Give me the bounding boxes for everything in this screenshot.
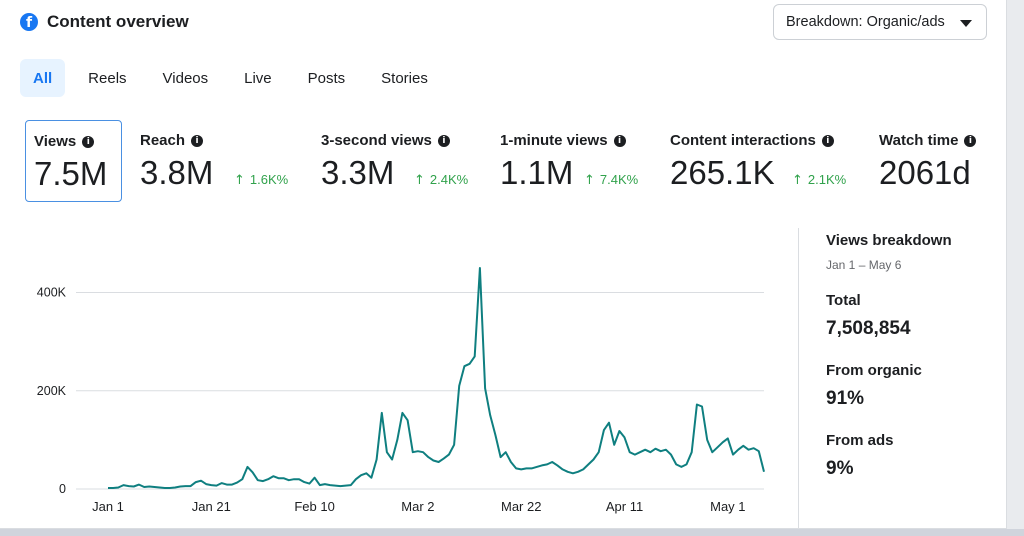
tab-videos[interactable]: Videos — [162, 69, 209, 87]
metric-value: 1.1M — [500, 154, 574, 191]
organic-value: 91% — [826, 388, 865, 409]
content-type-tabs: All Reels Videos Live Posts Stories — [20, 59, 451, 97]
breakdown-title: Views breakdown — [826, 232, 952, 249]
metric-watch-time[interactable]: Watch time i 2061d — [879, 120, 994, 202]
tab-all[interactable]: All — [20, 59, 66, 97]
x-tick-label: Mar 2 — [401, 499, 434, 514]
arrow-up-icon: ↑ — [584, 173, 595, 188]
info-icon[interactable]: i — [191, 134, 204, 147]
tab-posts[interactable]: Posts — [307, 69, 346, 87]
y-tick-label: 400K — [37, 286, 67, 300]
total-value: 7,508,854 — [826, 318, 911, 339]
y-tick-label: 200K — [37, 384, 67, 398]
metric-change: ↑ 2.4K% — [414, 172, 469, 188]
metric-content-interactions[interactable]: Content interactions i 265.1K ↑ 2.1K% — [670, 120, 865, 202]
metric-value: 265.1K — [670, 154, 775, 191]
ads-value: 9% — [826, 458, 854, 479]
metric-label: Views i — [34, 133, 95, 150]
breakdown-dropdown-label: Breakdown: Organic/ads — [786, 14, 945, 30]
metric-reach[interactable]: Reach i 3.8M ↑ 1.6K% — [140, 120, 310, 202]
window-bottom-edge — [0, 529, 1024, 536]
metric-3-second-views[interactable]: 3-second views i 3.3M ↑ 2.4K% — [321, 120, 491, 202]
total-label: Total — [826, 292, 861, 309]
metric-change: ↑ 7.4K% — [584, 172, 639, 188]
page-title: Content overview — [47, 12, 189, 31]
info-icon[interactable]: i — [82, 135, 95, 148]
arrow-up-icon: ↑ — [414, 173, 425, 188]
metric-views[interactable]: Views i 7.5M — [25, 120, 122, 202]
metric-value: 3.8M — [140, 154, 214, 191]
arrow-up-icon: ↑ — [792, 173, 803, 188]
metric-label: Content interactions i — [670, 132, 834, 149]
metric-label: 3-second views i — [321, 132, 450, 149]
card-header: f Content overview — [20, 12, 189, 32]
metric-change: ↑ 1.6K% — [234, 172, 289, 188]
metric-value: 7.5M — [34, 155, 108, 192]
views-line-chart: 0 200K 400K Jan 1 Jan 21 Feb 10 Mar 2 Mar 22 Ap… — [37, 267, 765, 514]
y-tick-label: 0 — [59, 482, 66, 496]
tab-reels[interactable]: Reels — [88, 69, 127, 87]
facebook-icon: f — [20, 13, 38, 31]
organic-label: From organic — [826, 362, 922, 379]
chart-gridlines — [76, 292, 764, 490]
content-overview-card: f Content overview Breakdown: Organic/ad… — [0, 0, 1007, 529]
metric-value: 3.3M — [321, 154, 395, 191]
metric-value: 2061d — [879, 154, 971, 191]
ads-label: From ads — [826, 432, 894, 449]
caret-down-icon — [960, 20, 972, 27]
chart-x-axis: Jan 1 Jan 21 Feb 10 Mar 2 Mar 22 Apr 11 May 1 — [92, 499, 745, 514]
info-icon[interactable]: i — [964, 134, 977, 147]
x-tick-label: Feb 10 — [294, 499, 334, 514]
metric-1-minute-views[interactable]: 1-minute views i 1.1M ↑ 7.4K% — [500, 120, 660, 202]
metric-change: ↑ 2.1K% — [792, 172, 847, 188]
chart-y-axis: 0 200K 400K — [37, 286, 67, 496]
x-tick-label: Mar 22 — [501, 499, 541, 514]
metric-label: 1-minute views i — [500, 132, 626, 149]
metric-label: Reach i — [140, 132, 204, 149]
tab-live[interactable]: Live — [244, 69, 272, 87]
info-icon[interactable]: i — [437, 134, 450, 147]
breakdown-dropdown[interactable]: Breakdown: Organic/ads — [773, 4, 987, 40]
metric-label: Watch time i — [879, 132, 977, 149]
x-tick-label: Jan 1 — [92, 499, 124, 514]
info-icon[interactable]: i — [821, 134, 834, 147]
x-tick-label: Jan 21 — [192, 499, 231, 514]
tab-stories[interactable]: Stories — [381, 69, 428, 87]
info-icon[interactable]: i — [613, 134, 626, 147]
panel-divider — [798, 228, 799, 528]
x-tick-label: May 1 — [710, 499, 745, 514]
arrow-up-icon: ↑ — [234, 173, 245, 188]
x-tick-label: Apr 11 — [606, 499, 643, 514]
breakdown-date-range: Jan 1 – May 6 — [826, 258, 902, 272]
views-series-line — [108, 267, 765, 489]
